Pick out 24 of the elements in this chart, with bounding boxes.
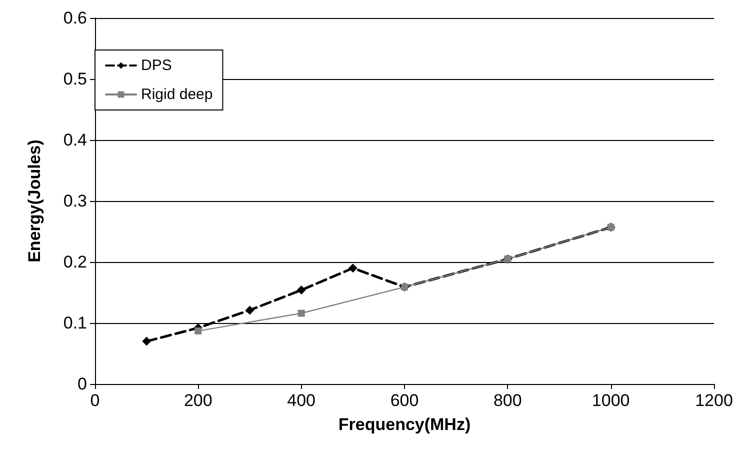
point — [245, 306, 254, 315]
point — [142, 336, 152, 346]
y-tick-label: 0 — [78, 374, 87, 394]
x-tick-label: 1200 — [695, 391, 733, 410]
point — [296, 286, 306, 295]
y-tick-label: 0.1 — [63, 314, 87, 332]
y-tick-label: 0.4 — [63, 130, 87, 150]
x-tick-label: 200 — [184, 391, 212, 410]
y-tick-label: 0.6 — [63, 8, 87, 28]
legend-label: Rigid deep — [141, 86, 213, 103]
x-tick-label: 1000 — [592, 391, 630, 410]
point — [348, 264, 358, 273]
x-tick-label: 600 — [390, 391, 419, 410]
point — [298, 310, 305, 317]
y-tick-label: 0.3 — [63, 192, 87, 210]
y-tick-label: 0.2 — [63, 252, 87, 272]
y-tick-label: 0.5 — [63, 70, 87, 88]
x-tick-label: 800 — [493, 391, 522, 410]
legend-label: DPS — [141, 57, 172, 74]
point — [194, 327, 202, 334]
x-tick-label: 400 — [287, 391, 316, 410]
x-axis-title: Frequency(MHz) — [338, 415, 471, 434]
y-axis-title: Energy(Joules) — [25, 140, 44, 262]
x-tick-label: 0 — [90, 391, 100, 410]
